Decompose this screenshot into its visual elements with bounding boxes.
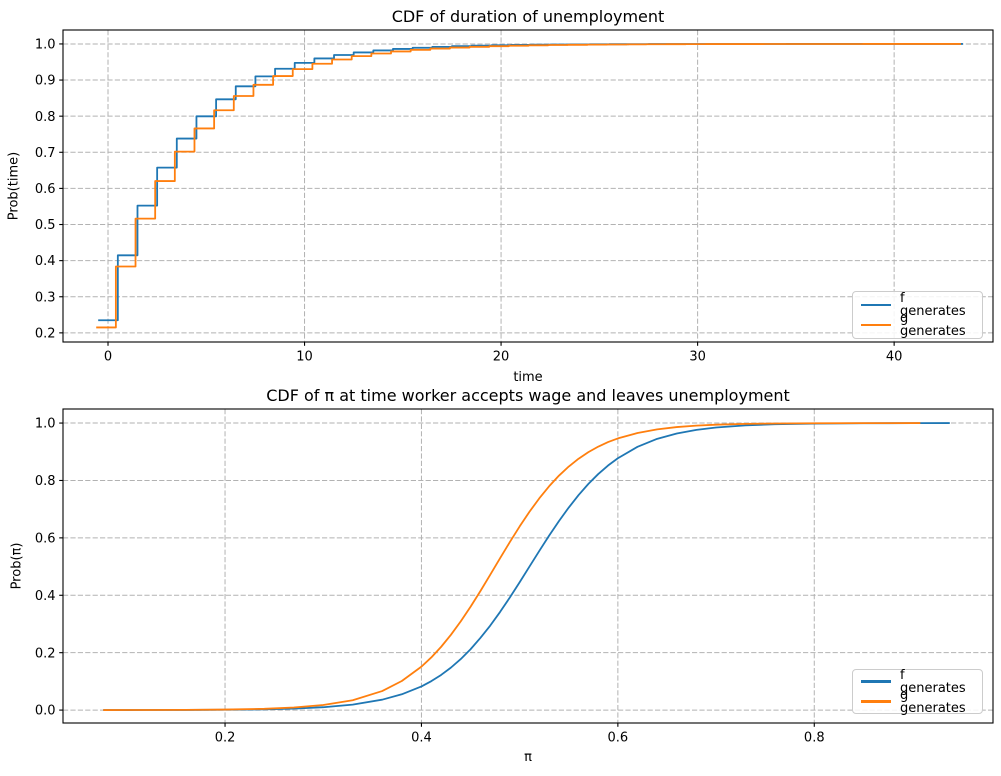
x-tick-label: 0.8: [804, 731, 825, 746]
legend-item: f generates: [861, 667, 974, 696]
tick-labels: 0 10 20 30 40 0.2 0.3 0.4 0.5 0.6 0.7 0.8 0.9 1.0: [35, 38, 903, 365]
y-tick-label: 0.4: [35, 589, 56, 604]
x-tick-label: 30: [689, 350, 706, 365]
x-tick-label: 0.6: [608, 731, 629, 746]
y-tick-label: 0.4: [35, 254, 56, 269]
plot2-ylabel: Prob(π): [9, 542, 25, 590]
y-tick-label: 0.0: [35, 704, 56, 719]
legend-item: g generates: [861, 687, 974, 716]
y-tick-label: 1.0: [35, 417, 56, 432]
g-line-swatch-icon: [861, 700, 891, 703]
tick-labels: 0.2 0.4 0.6 0.8 0.0 0.2 0.4 0.6 0.8 1.0: [35, 417, 825, 746]
plot2-title: CDF of π at time worker accepts wage and…: [266, 386, 790, 405]
f-line-swatch-icon: [861, 680, 891, 683]
y-tick-label: 0.5: [35, 218, 56, 233]
gridlines: [63, 409, 993, 723]
y-tick-label: 0.8: [35, 110, 56, 125]
plot2-xlabel: π: [524, 750, 532, 765]
axes-frame: [62, 29, 994, 343]
f-line-swatch-icon: [861, 303, 891, 307]
plot1-xlabel: time: [513, 370, 543, 385]
curve-f: [103, 422, 950, 711]
y-tick-label: 0.9: [35, 74, 56, 89]
y-tick-label: 0.6: [35, 182, 56, 197]
y-tick-label: 0.2: [35, 326, 56, 341]
x-tick-label: 20: [493, 350, 510, 365]
plot1-ylabel: Prob(time): [6, 151, 22, 221]
curve-g: [103, 422, 921, 711]
plot1-legend: f generates g generates: [852, 291, 983, 339]
x-tick-label: 40: [886, 350, 903, 365]
x-tick-label: 0.4: [411, 731, 432, 746]
x-tick-label: 0.2: [215, 731, 236, 746]
axes-frame: [62, 408, 994, 724]
legend-item-label: f generates: [900, 667, 966, 696]
legend-item: g generates: [861, 311, 974, 339]
g-line-swatch-icon: [861, 323, 891, 327]
legend-item-label: f generates: [900, 291, 966, 319]
curve-g: [96, 43, 961, 329]
plot1-title: CDF of duration of unemployment: [391, 7, 665, 26]
tick-marks: [59, 43, 895, 346]
y-tick-label: 1.0: [35, 38, 56, 53]
gridlines: [63, 30, 993, 342]
y-tick-label: 0.8: [35, 474, 56, 489]
plot2-legend: f generates g generates: [852, 667, 983, 716]
tick-marks: [59, 422, 815, 727]
y-tick-label: 0.2: [35, 646, 56, 661]
legend-item-label: g generates: [900, 311, 966, 339]
y-tick-label: 0.3: [35, 290, 56, 305]
x-tick-label: 0: [104, 350, 112, 365]
legend-item: f generates: [861, 291, 974, 319]
y-tick-label: 0.6: [35, 531, 56, 546]
curve-f: [98, 43, 963, 322]
x-tick-label: 10: [296, 350, 313, 365]
y-tick-label: 0.7: [35, 146, 56, 161]
legend-item-label: g generates: [900, 687, 966, 716]
